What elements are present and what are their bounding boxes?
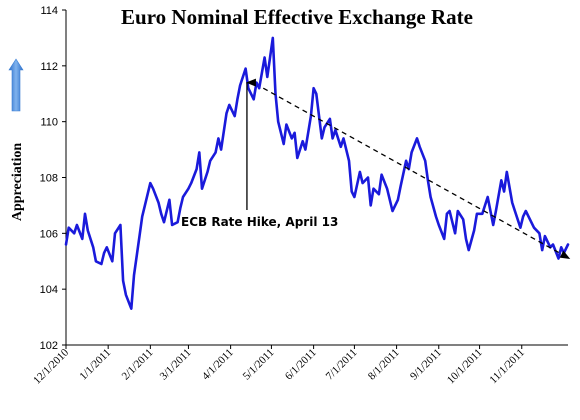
y-tick-label: 110 [40,117,58,129]
chart-title: Euro Nominal Effective Exchange Rate [121,5,473,29]
x-tick-label: 6/1/2011 [283,347,319,383]
x-tick-label: 8/1/2011 [366,347,402,383]
y-tick-label: 114 [40,5,58,17]
x-tick-label: 4/1/2011 [200,347,236,383]
trendline-arrow [262,87,571,260]
y-tick-label: 102 [40,340,58,352]
y-axis-label: Appreciation [10,143,25,222]
x-tick-label: 9/1/2011 [408,347,444,383]
y-tick-label: 112 [40,61,58,73]
x-tick-label: 10/1/2011 [445,347,485,387]
up-arrow-icon [8,58,24,112]
series-group [64,36,570,311]
x-tick-label: 2/1/2011 [120,347,156,383]
y-axis-ticks: 102 104 106 108 110 112 114 [40,5,66,352]
x-axis-ticks: 12/1/2010 1/1/2011 2/1/2011 3/1/2011 4/1/201… [31,345,527,387]
y-tick-label: 108 [40,173,58,185]
x-tick-label: 11/1/2011 [487,347,526,386]
axes [65,10,568,346]
x-tick-label: 5/1/2011 [241,347,277,383]
x-tick-label: 7/1/2011 [324,347,360,383]
series-line [64,36,570,311]
annotation-group: ECB Rate Hike, April 13 [181,78,338,229]
annotation-ecb-rate-hike: ECB Rate Hike, April 13 [181,215,338,229]
x-tick-label: 3/1/2011 [158,347,194,383]
y-tick-label: 106 [40,228,58,240]
x-tick-label: 1/1/2011 [77,347,113,383]
trendline-group [262,87,571,260]
y-tick-label: 104 [40,284,58,296]
y-direction-arrow [8,58,24,112]
x-tick-label: 12/1/2010 [31,346,71,386]
